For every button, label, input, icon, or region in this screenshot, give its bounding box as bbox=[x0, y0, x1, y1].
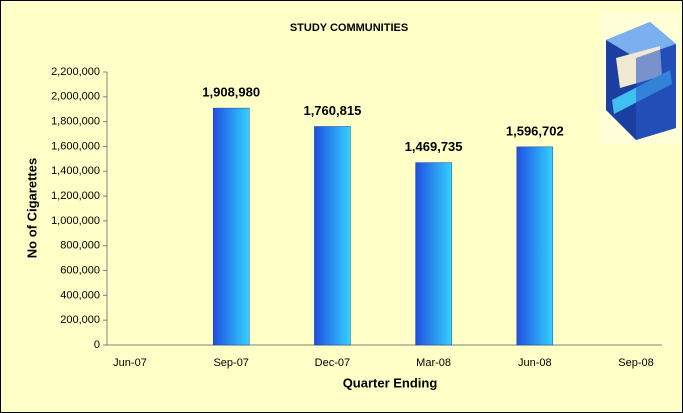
cigarette-pack-icon bbox=[601, 12, 680, 144]
y-tick-label: 800,000 bbox=[60, 240, 100, 252]
y-tick-label: 400,000 bbox=[60, 289, 100, 301]
y-tick-label: 1,000,000 bbox=[51, 215, 100, 227]
bar bbox=[314, 126, 351, 346]
bar bbox=[516, 146, 554, 346]
x-tick-label: Sep-07 bbox=[213, 357, 248, 369]
chart-title: STUDY COMMUNITIES bbox=[290, 22, 408, 34]
y-tick-label: 1,800,000 bbox=[51, 116, 100, 128]
x-tick-label: Mar-08 bbox=[416, 357, 451, 369]
x-tick-label: Jun-07 bbox=[113, 357, 147, 369]
y-tick-label: 2,000,000 bbox=[51, 91, 100, 103]
y-tick-label: 1,200,000 bbox=[51, 190, 100, 202]
data-label: 1,908,980 bbox=[202, 85, 260, 100]
data-label: 1,469,735 bbox=[405, 139, 463, 154]
bar bbox=[415, 162, 452, 346]
data-label: 1,760,815 bbox=[303, 103, 361, 118]
y-tick-label: 1,600,000 bbox=[51, 140, 100, 152]
data-label: 1,596,702 bbox=[506, 123, 564, 138]
x-axis-label: Quarter Ending bbox=[343, 375, 438, 390]
y-tick-label: 2,200,000 bbox=[51, 66, 100, 78]
y-tick-label: 0 bbox=[94, 339, 100, 351]
bar bbox=[212, 107, 250, 346]
y-axis-label: No of Cigarettes bbox=[24, 158, 39, 258]
x-tick-label: Jun-08 bbox=[518, 357, 552, 369]
y-tick-label: 600,000 bbox=[60, 264, 100, 276]
y-tick-label: 1,400,000 bbox=[51, 165, 100, 177]
y-tick-label: 200,000 bbox=[60, 314, 100, 326]
x-tick-label: Sep-08 bbox=[618, 357, 653, 369]
x-tick-label: Dec-07 bbox=[315, 357, 350, 369]
